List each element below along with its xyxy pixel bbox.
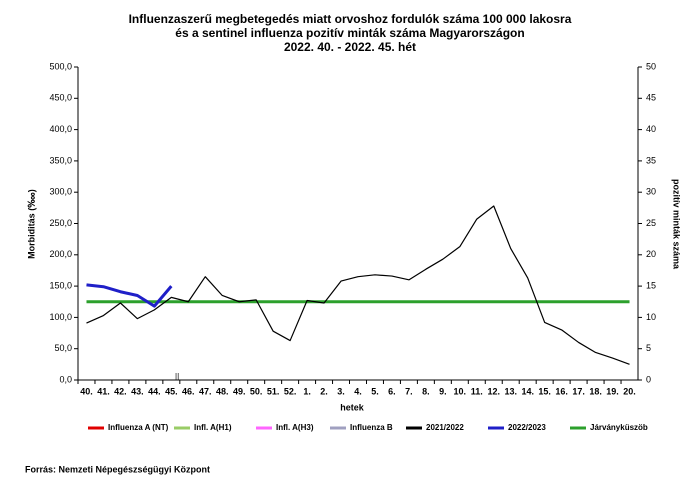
y2-tick-label: 0 xyxy=(646,374,651,384)
x-tick-label: 5. xyxy=(371,386,379,396)
x-tick-label: 7. xyxy=(405,386,413,396)
y2-tick-label: 30 xyxy=(646,187,656,197)
y2-tick-label: 20 xyxy=(646,249,656,259)
y-tick-label: 50,0 xyxy=(54,343,72,353)
legend-label: 2022/2023 xyxy=(508,423,546,432)
x-tick-label: 2. xyxy=(320,386,328,396)
chart-title: Influenzaszerű megbetegedés miatt orvosh… xyxy=(129,12,572,26)
y-tick-label: 200,0 xyxy=(49,249,72,259)
x-tick-label: 40. xyxy=(80,386,93,396)
x-tick-label: 13. xyxy=(504,386,517,396)
legend-label: Infl. A(H3) xyxy=(276,423,314,432)
legend-label: Infl. A(H1) xyxy=(194,423,232,432)
x-axis-label: hetek xyxy=(340,402,365,412)
x-tick-label: 1. xyxy=(303,386,311,396)
x-tick-label: 51. xyxy=(267,386,280,396)
series-line xyxy=(86,205,630,365)
legend-label: Járványküszöb xyxy=(590,423,648,432)
x-tick-label: 4. xyxy=(354,386,362,396)
x-tick-label: 44. xyxy=(148,386,161,396)
x-tick-label: 8. xyxy=(422,386,430,396)
chart-title: 2022. 40. - 2022. 45. hét xyxy=(284,40,416,54)
x-tick-label: 18. xyxy=(589,386,602,396)
x-tick-label: 6. xyxy=(388,386,396,396)
x-tick-label: 45. xyxy=(165,386,178,396)
x-tick-label: 11. xyxy=(471,386,483,396)
y-tick-label: 350,0 xyxy=(49,155,72,165)
y-tick-label: 150,0 xyxy=(49,280,72,290)
legend-label: Influenza A (NT) xyxy=(108,423,169,432)
x-tick-label: 9. xyxy=(439,386,447,396)
legend-label: Influenza B xyxy=(350,423,393,432)
series-line xyxy=(86,283,173,308)
x-tick-label: 10. xyxy=(454,386,467,396)
x-tick-label: 43. xyxy=(131,386,144,396)
x-tick-label: 49. xyxy=(233,386,246,396)
axis-break: || xyxy=(175,372,179,381)
y-tick-label: 400,0 xyxy=(49,124,72,134)
y2-axis-label: pozitív minták száma xyxy=(672,179,682,270)
x-tick-label: 19. xyxy=(606,386,619,396)
y2-tick-label: 45 xyxy=(646,93,656,103)
y-tick-label: 0,0 xyxy=(59,374,72,384)
chart-title: és a sentinel influenza pozitív minták s… xyxy=(175,26,524,40)
x-tick-label: 14. xyxy=(521,386,534,396)
x-tick-label: 47. xyxy=(199,386,212,396)
y2-tick-label: 25 xyxy=(646,218,656,228)
legend-label: 2021/2022 xyxy=(426,423,464,432)
x-tick-label: 41. xyxy=(97,386,110,396)
y2-tick-label: 5 xyxy=(646,343,651,353)
y-tick-label: 100,0 xyxy=(49,312,72,322)
x-tick-label: 50. xyxy=(250,386,263,396)
x-tick-label: 3. xyxy=(337,386,345,396)
x-tick-label: 12. xyxy=(487,386,500,396)
x-tick-label: 42. xyxy=(114,386,127,396)
x-tick-label: 52. xyxy=(284,386,297,396)
x-tick-label: 16. xyxy=(555,386,568,396)
y-axis-label: Morbiditás (‱) xyxy=(26,189,36,259)
y-tick-label: 450,0 xyxy=(49,93,72,103)
y-tick-label: 250,0 xyxy=(49,218,72,228)
source: Forrás: Nemzeti Népegészségügyi Központ xyxy=(25,464,210,474)
x-tick-label: 46. xyxy=(182,386,195,396)
x-tick-label: 48. xyxy=(216,386,229,396)
x-tick-label: 15. xyxy=(538,386,551,396)
y2-tick-label: 50 xyxy=(646,61,656,71)
y2-tick-label: 35 xyxy=(646,155,656,165)
y-tick-label: 500,0 xyxy=(49,61,72,71)
y2-tick-label: 15 xyxy=(646,280,656,290)
y2-tick-label: 40 xyxy=(646,124,656,134)
x-tick-label: 17. xyxy=(572,386,585,396)
x-tick-label: 20. xyxy=(623,386,636,396)
y2-tick-label: 10 xyxy=(646,312,656,322)
y-tick-label: 300,0 xyxy=(49,187,72,197)
